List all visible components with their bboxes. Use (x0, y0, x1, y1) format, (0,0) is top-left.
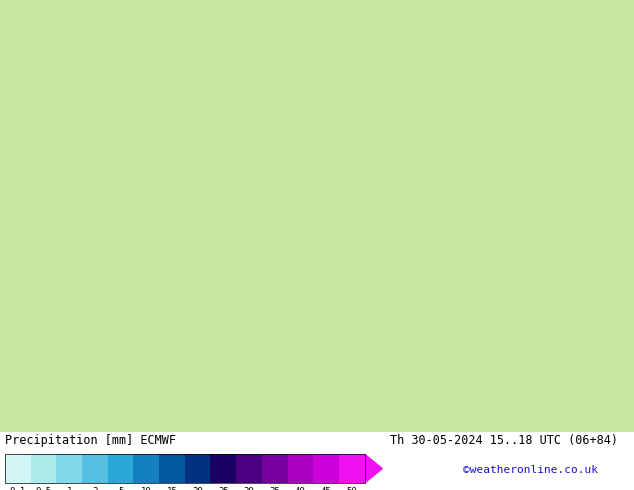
Bar (313, 454, 339, 483)
Text: 15: 15 (167, 487, 178, 490)
Bar (287, 454, 313, 483)
Text: 1: 1 (67, 487, 72, 490)
Text: 0.5: 0.5 (36, 487, 51, 490)
Text: 20: 20 (192, 487, 203, 490)
Bar (5, 454, 30, 483)
Bar (262, 454, 287, 483)
Text: 40: 40 (295, 487, 306, 490)
Text: 35: 35 (269, 487, 280, 490)
Bar (236, 454, 262, 483)
Text: Precipitation [mm] ECMWF: Precipitation [mm] ECMWF (5, 434, 176, 447)
Bar (108, 454, 133, 483)
Text: 30: 30 (243, 487, 254, 490)
Bar (210, 454, 236, 483)
Polygon shape (365, 454, 382, 483)
Bar (5, 454, 365, 483)
Text: ©weatheronline.co.uk: ©weatheronline.co.uk (463, 465, 598, 475)
Bar (159, 454, 184, 483)
Text: Th 30-05-2024 15..18 UTC (06+84): Th 30-05-2024 15..18 UTC (06+84) (390, 434, 618, 447)
Bar (30, 454, 56, 483)
Bar (82, 454, 108, 483)
Text: 10: 10 (141, 487, 152, 490)
Text: 2: 2 (93, 487, 98, 490)
Text: 0.1: 0.1 (10, 487, 26, 490)
Bar (56, 454, 82, 483)
Bar (339, 454, 365, 483)
Bar (185, 454, 210, 483)
Text: 50: 50 (346, 487, 357, 490)
Bar (133, 454, 159, 483)
Text: 25: 25 (218, 487, 229, 490)
Text: 5: 5 (118, 487, 123, 490)
Text: 45: 45 (321, 487, 332, 490)
